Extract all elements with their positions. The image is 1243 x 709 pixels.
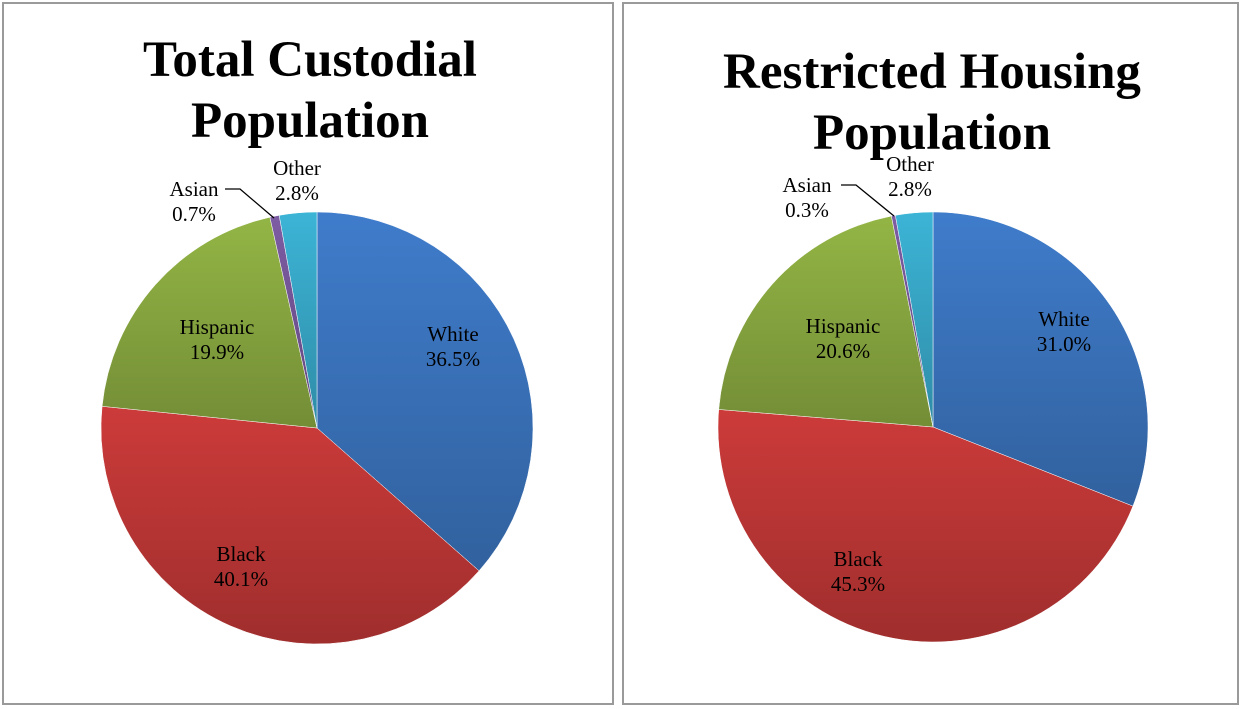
- slice-label-white: White: [427, 322, 478, 346]
- pie-slice-other: [278, 211, 318, 429]
- slice-value-black: 45.3%: [831, 572, 885, 596]
- slice-label-hispanic: Hispanic: [806, 314, 881, 338]
- leader-line-asian: [225, 188, 275, 219]
- slice-value-black: 40.1%: [214, 567, 268, 591]
- chart-panel-restricted-housing: Restricted Housing Population White 31.0%…: [622, 2, 1239, 705]
- slice-value-asian: 0.3%: [785, 198, 829, 222]
- pie-slice-white: [316, 211, 534, 572]
- pie-chart-restricted-housing: Restricted Housing Population White31.0%…: [717, 44, 1149, 643]
- slice-label-asian: Asian: [783, 173, 832, 197]
- pie-slice-black: [717, 409, 1134, 643]
- chart-title-line-1: Total Custodial: [143, 32, 477, 88]
- slice-label-other: Other: [886, 152, 934, 176]
- slice-value-other: 2.8%: [275, 181, 319, 205]
- slice-label-hispanic: Hispanic: [180, 315, 255, 339]
- chart-title-line-2: Population: [191, 93, 429, 149]
- slice-label-white: White: [1038, 307, 1089, 331]
- pie-slice-black: [100, 406, 480, 645]
- pie-slice-white: [932, 211, 1149, 507]
- chart-title-line-1: Restricted Housing: [723, 44, 1141, 100]
- slice-value-hispanic: 19.9%: [190, 340, 244, 364]
- slice-value-white: 36.5%: [426, 347, 480, 371]
- leader-line-asian: [841, 184, 895, 217]
- pie-slice-hispanic: [101, 216, 318, 429]
- pie-slice-other: [895, 211, 934, 428]
- chart-panel-total-custodial: Total Custodial Population White 36.5% Bla…: [2, 2, 614, 705]
- pie-slice-hispanic: [718, 215, 934, 428]
- slice-value-asian: 0.7%: [172, 202, 216, 226]
- slice-label-black: Black: [217, 542, 266, 566]
- slice-label-other: Other: [273, 156, 321, 180]
- slice-label-asian: Asian: [170, 177, 219, 201]
- slice-value-hispanic: 20.6%: [816, 339, 870, 363]
- chart-title-line-2: Population: [813, 105, 1051, 161]
- slice-value-white: 31.0%: [1037, 332, 1091, 356]
- slice-value-other: 2.8%: [888, 177, 932, 201]
- slice-label-black: Black: [834, 547, 883, 571]
